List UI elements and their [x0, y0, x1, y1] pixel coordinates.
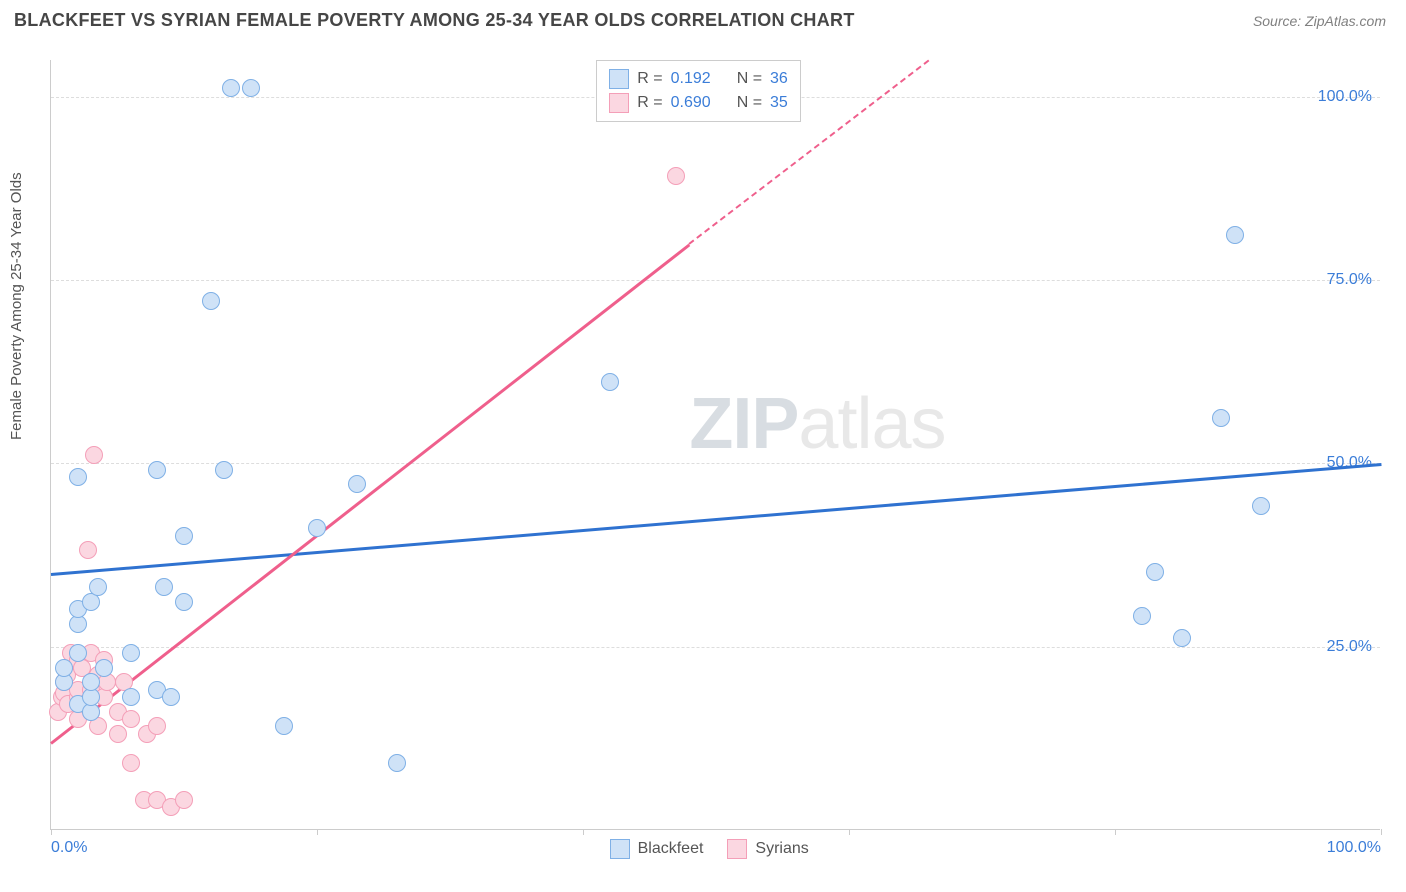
data-point [55, 659, 73, 677]
x-tick [317, 829, 318, 835]
data-point [1226, 226, 1244, 244]
regression-line [50, 244, 690, 745]
correlation-legend: R = 0.192 N = 36 R = 0.690 N = 35 [596, 60, 801, 122]
data-point [601, 373, 619, 391]
data-point [667, 167, 685, 185]
legend-swatch [727, 839, 747, 859]
n-label: N = [737, 67, 762, 91]
data-point [275, 717, 293, 735]
data-point [222, 79, 240, 97]
data-point [1146, 563, 1164, 581]
data-point [89, 578, 107, 596]
x-tick [1115, 829, 1116, 835]
data-point [148, 717, 166, 735]
data-point [175, 527, 193, 545]
plot-area: 25.0%50.0%75.0%100.0%0.0%100.0%ZIPatlasR… [50, 60, 1380, 830]
source-label: Source: ZipAtlas.com [1253, 13, 1386, 29]
legend-item: Syrians [727, 839, 808, 859]
gridline-h [51, 280, 1380, 281]
data-point [95, 659, 113, 677]
data-point [175, 791, 193, 809]
data-point [122, 644, 140, 662]
series-legend: Blackfeet Syrians [610, 839, 809, 859]
n-value: 35 [770, 91, 788, 115]
data-point [109, 725, 127, 743]
data-point [242, 79, 260, 97]
x-tick [849, 829, 850, 835]
x-tick [51, 829, 52, 835]
data-point [215, 461, 233, 479]
gridline-h [51, 463, 1380, 464]
data-point [1212, 409, 1230, 427]
legend-swatch [610, 839, 630, 859]
data-point [1173, 629, 1191, 647]
data-point [202, 292, 220, 310]
data-point [155, 578, 173, 596]
data-point [348, 475, 366, 493]
legend-swatch [609, 69, 629, 89]
data-point [175, 593, 193, 611]
n-label: N = [737, 91, 762, 115]
watermark: ZIPatlas [689, 383, 945, 465]
legend-item: Blackfeet [610, 839, 704, 859]
r-label: R = [637, 67, 662, 91]
data-point [79, 541, 97, 559]
x-tick [1381, 829, 1382, 835]
legend-label: Syrians [755, 840, 808, 858]
r-value: 0.690 [671, 91, 711, 115]
r-label: R = [637, 91, 662, 115]
data-point [308, 519, 326, 537]
data-point [388, 754, 406, 772]
data-point [1133, 607, 1151, 625]
data-point [122, 710, 140, 728]
legend-swatch [609, 93, 629, 113]
y-tick-label: 100.0% [1318, 88, 1372, 106]
data-point [69, 644, 87, 662]
data-point [148, 461, 166, 479]
legend-row: R = 0.192 N = 36 [609, 67, 788, 91]
chart-title: BLACKFEET VS SYRIAN FEMALE POVERTY AMONG… [14, 10, 855, 31]
legend-label: Blackfeet [638, 840, 704, 858]
n-value: 36 [770, 67, 788, 91]
y-tick-label: 75.0% [1327, 271, 1372, 289]
data-point [85, 446, 103, 464]
legend-row: R = 0.690 N = 35 [609, 91, 788, 115]
data-point [162, 688, 180, 706]
x-tick [583, 829, 584, 835]
y-tick-label: 25.0% [1327, 638, 1372, 656]
regression-line [51, 463, 1381, 576]
y-axis-label: Female Poverty Among 25-34 Year Olds [8, 172, 25, 440]
chart-header: BLACKFEET VS SYRIAN FEMALE POVERTY AMONG… [0, 0, 1406, 37]
x-tick-label: 0.0% [51, 839, 87, 857]
data-point [82, 673, 100, 691]
data-point [122, 754, 140, 772]
data-point [1252, 497, 1270, 515]
chart-container: Female Poverty Among 25-34 Year Olds 25.… [0, 40, 1406, 860]
r-value: 0.192 [671, 67, 711, 91]
data-point [69, 468, 87, 486]
data-point [122, 688, 140, 706]
x-tick-label: 100.0% [1327, 839, 1381, 857]
